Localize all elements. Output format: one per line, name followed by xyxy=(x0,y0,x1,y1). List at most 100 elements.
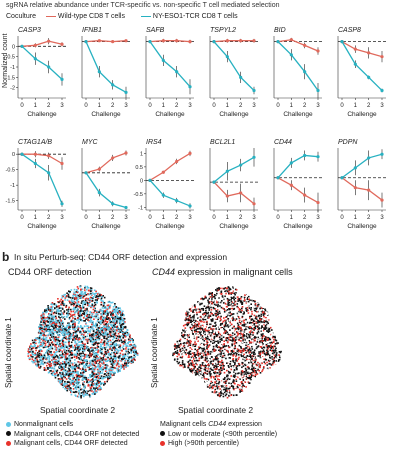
cell-point xyxy=(213,371,215,374)
cell-point xyxy=(266,361,268,364)
cell-point xyxy=(75,335,77,338)
cell-point xyxy=(204,369,207,371)
cell-point xyxy=(71,362,73,364)
cell-point xyxy=(62,313,65,315)
cell-point xyxy=(189,368,191,371)
cell-point xyxy=(94,359,96,361)
cell-point xyxy=(63,356,65,358)
cell-point xyxy=(68,332,70,335)
cell-point xyxy=(91,368,94,371)
cell-point xyxy=(187,340,189,342)
cell-point xyxy=(127,350,130,353)
cell-point xyxy=(67,372,69,375)
cell-point xyxy=(106,367,108,369)
cell-point xyxy=(215,289,217,291)
cell-point xyxy=(53,338,56,340)
cell-point xyxy=(76,336,78,338)
cell-point xyxy=(114,355,117,358)
cell-point xyxy=(250,355,252,358)
cell-point xyxy=(107,328,110,331)
cell-point xyxy=(66,387,69,390)
cell-point xyxy=(262,312,265,315)
x-tick-label: 2 xyxy=(47,103,51,109)
cell-point xyxy=(65,370,68,373)
cell-point xyxy=(61,338,64,340)
cell-point xyxy=(220,297,223,299)
cell-point xyxy=(102,328,105,330)
cell-point xyxy=(57,339,60,342)
cell-point xyxy=(70,389,72,392)
cell-point xyxy=(96,339,98,341)
cell-point xyxy=(51,306,54,308)
cell-point xyxy=(212,325,215,327)
cell-point xyxy=(42,338,45,341)
cell-point xyxy=(80,332,83,334)
cell-point xyxy=(89,329,92,331)
panel-b-letter: b xyxy=(2,250,10,264)
cell-point xyxy=(77,347,79,350)
cell-point xyxy=(208,327,210,329)
cell-point xyxy=(66,337,69,340)
cell-point xyxy=(69,291,71,293)
cell-point xyxy=(76,302,79,304)
cell-point xyxy=(109,376,112,379)
cell-point xyxy=(226,344,229,346)
cell-point xyxy=(45,320,48,323)
cell-point xyxy=(60,354,62,357)
cell-point xyxy=(45,369,47,371)
cell-point xyxy=(85,301,87,304)
cell-point xyxy=(122,358,124,360)
cell-point xyxy=(72,304,75,307)
cell-point xyxy=(78,314,80,317)
cell-point xyxy=(57,378,60,380)
cell-point xyxy=(118,328,120,331)
cell-point xyxy=(69,383,72,385)
cell-point xyxy=(206,361,208,363)
cell-point xyxy=(187,311,190,313)
cell-point xyxy=(80,344,82,346)
cell-point xyxy=(43,367,46,369)
cell-point xyxy=(75,295,77,297)
cell-point xyxy=(114,308,117,310)
cell-point xyxy=(225,339,227,341)
data-point xyxy=(47,154,51,158)
cell-point xyxy=(30,343,32,345)
cell-point xyxy=(234,334,236,337)
cell-point xyxy=(231,290,233,292)
cell-point xyxy=(75,354,78,356)
cell-point xyxy=(79,344,81,347)
cell-point xyxy=(226,385,229,387)
cell-point xyxy=(46,308,48,310)
cell-point xyxy=(90,359,93,362)
cell-point xyxy=(214,382,217,384)
data-point xyxy=(47,65,51,69)
cell-point xyxy=(59,347,62,349)
cell-point xyxy=(253,357,256,360)
cell-point xyxy=(104,305,107,308)
cell-point xyxy=(109,334,111,336)
cell-point xyxy=(123,314,125,317)
cell-point xyxy=(120,326,122,329)
cell-point xyxy=(46,341,49,343)
cell-point xyxy=(184,328,187,330)
cell-point xyxy=(208,325,210,327)
cell-point xyxy=(93,293,95,295)
cell-point xyxy=(88,301,91,303)
cell-point xyxy=(103,375,105,378)
cell-point xyxy=(119,357,121,360)
cell-point xyxy=(54,369,57,372)
cell-point xyxy=(89,384,91,386)
cell-point xyxy=(56,350,58,353)
cell-point xyxy=(95,310,98,312)
cell-point xyxy=(30,355,33,358)
data-point xyxy=(252,39,256,43)
cell-point xyxy=(274,343,277,345)
cell-point xyxy=(61,308,64,310)
cell-point xyxy=(219,324,222,326)
cell-point xyxy=(48,325,50,328)
cell-point xyxy=(63,361,66,363)
cell-point xyxy=(107,359,110,362)
cell-point xyxy=(202,340,204,342)
cell-point xyxy=(240,301,242,304)
